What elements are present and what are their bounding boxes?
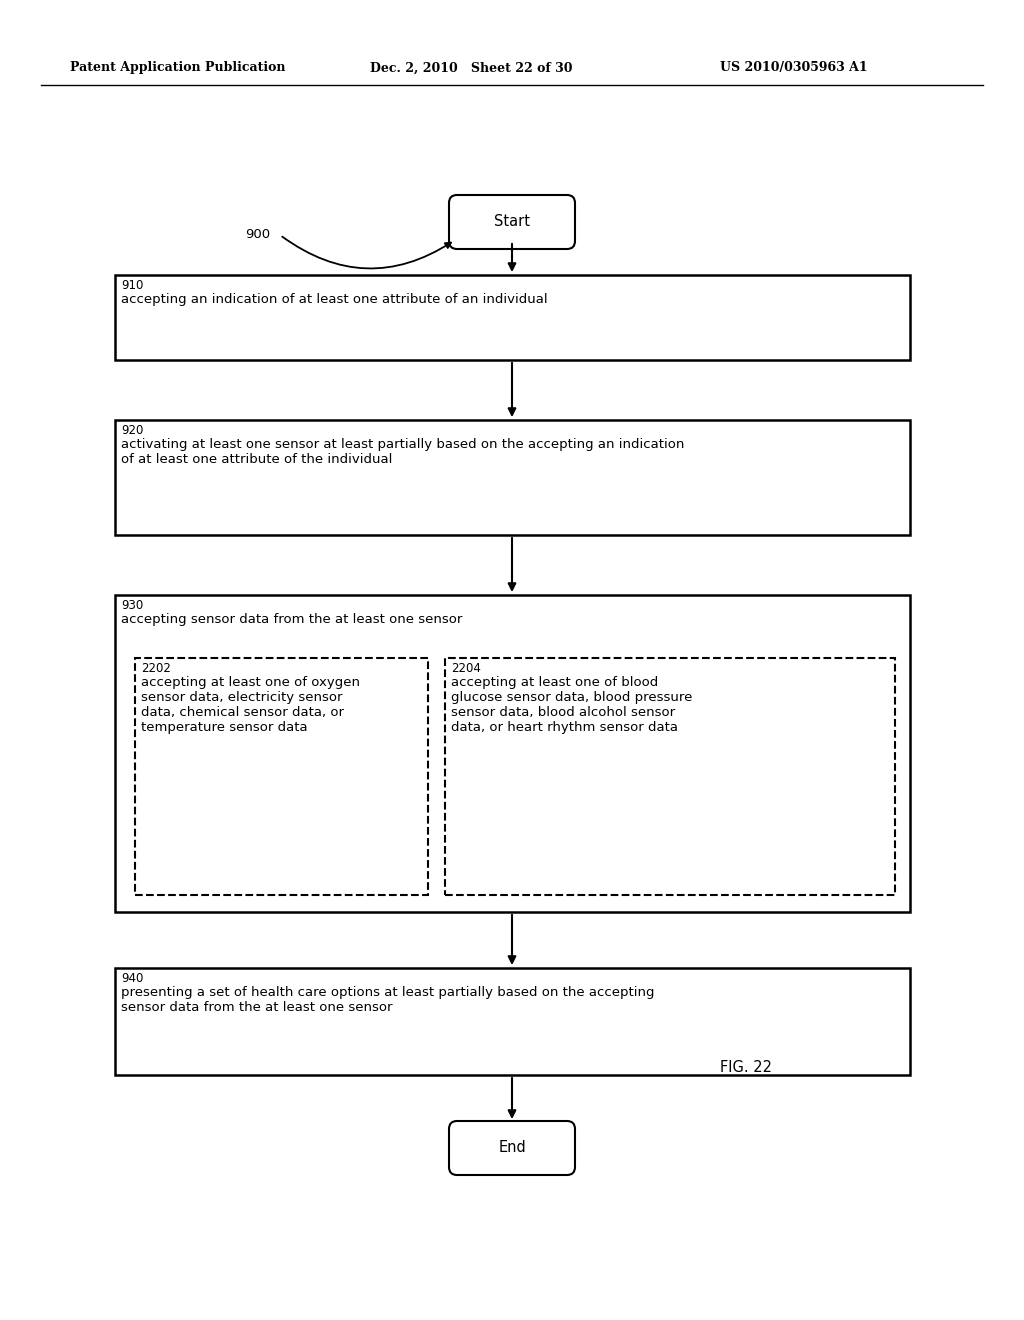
Text: accepting an indication of at least one attribute of an individual: accepting an indication of at least one … (121, 293, 548, 306)
Text: presenting a set of health care options at least partially based on the acceptin: presenting a set of health care options … (121, 986, 654, 1014)
Bar (115, 275, 910, 360)
Text: accepting at least one of oxygen
sensor data, electricity sensor
data, chemical : accepting at least one of oxygen sensor … (141, 676, 360, 734)
Text: 920: 920 (121, 424, 143, 437)
Text: activating at least one sensor at least partially based on the accepting an indi: activating at least one sensor at least … (121, 438, 684, 466)
Text: FIG. 22: FIG. 22 (720, 1060, 772, 1076)
Text: Dec. 2, 2010   Sheet 22 of 30: Dec. 2, 2010 Sheet 22 of 30 (370, 62, 572, 74)
Text: 930: 930 (121, 599, 143, 612)
Text: 2202: 2202 (141, 663, 171, 675)
Text: 2204: 2204 (451, 663, 481, 675)
Text: US 2010/0305963 A1: US 2010/0305963 A1 (720, 62, 867, 74)
Text: 900: 900 (245, 228, 270, 242)
Bar (115, 968, 910, 1074)
Bar (115, 420, 910, 535)
Text: Start: Start (494, 214, 530, 230)
Bar (115, 595, 910, 912)
Text: End: End (498, 1140, 526, 1155)
Text: 910: 910 (121, 279, 143, 292)
FancyBboxPatch shape (449, 195, 575, 249)
Text: Patent Application Publication: Patent Application Publication (70, 62, 286, 74)
FancyBboxPatch shape (449, 1121, 575, 1175)
Bar (445, 657, 895, 895)
Bar (135, 657, 428, 895)
Text: 940: 940 (121, 972, 143, 985)
Text: accepting at least one of blood
glucose sensor data, blood pressure
sensor data,: accepting at least one of blood glucose … (451, 676, 692, 734)
Text: accepting sensor data from the at least one sensor: accepting sensor data from the at least … (121, 612, 463, 626)
